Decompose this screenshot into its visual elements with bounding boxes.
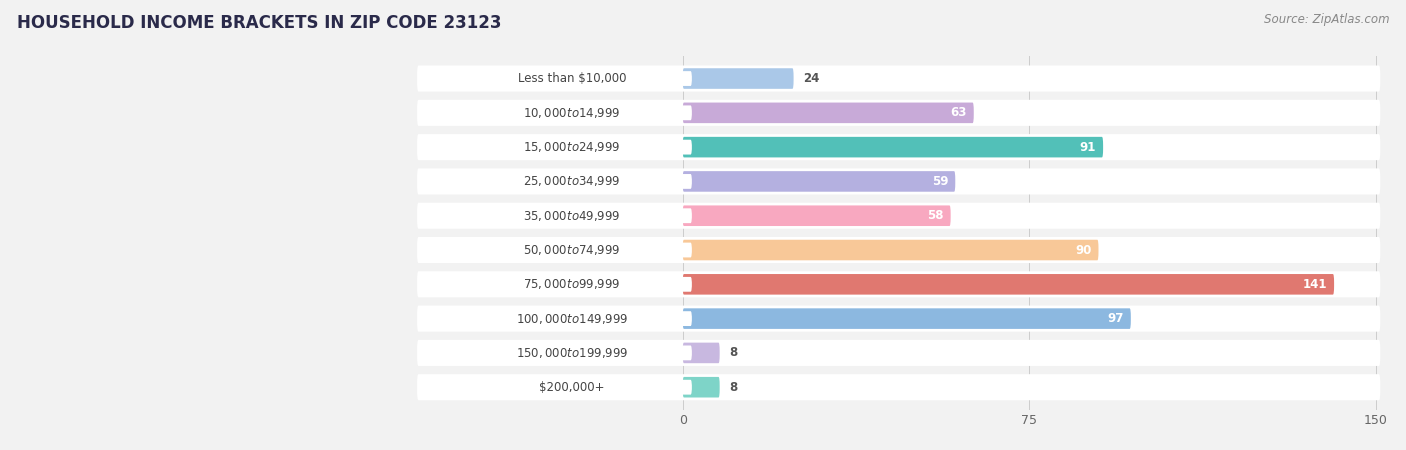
Text: $75,000 to $99,999: $75,000 to $99,999 <box>523 277 620 291</box>
FancyBboxPatch shape <box>451 277 692 292</box>
Text: Less than $10,000: Less than $10,000 <box>517 72 626 85</box>
FancyBboxPatch shape <box>451 71 692 86</box>
FancyBboxPatch shape <box>418 271 1381 297</box>
FancyBboxPatch shape <box>683 68 793 89</box>
Text: 8: 8 <box>728 381 737 394</box>
Text: 90: 90 <box>1076 243 1091 256</box>
Text: 58: 58 <box>927 209 943 222</box>
FancyBboxPatch shape <box>683 308 1130 329</box>
FancyBboxPatch shape <box>683 342 720 363</box>
Text: 63: 63 <box>950 106 967 119</box>
Text: $100,000 to $149,999: $100,000 to $149,999 <box>516 311 628 326</box>
FancyBboxPatch shape <box>683 377 720 397</box>
Text: 97: 97 <box>1108 312 1123 325</box>
FancyBboxPatch shape <box>451 243 692 257</box>
FancyBboxPatch shape <box>683 103 974 123</box>
Text: Source: ZipAtlas.com: Source: ZipAtlas.com <box>1264 14 1389 27</box>
FancyBboxPatch shape <box>683 206 950 226</box>
FancyBboxPatch shape <box>418 100 1381 126</box>
FancyBboxPatch shape <box>418 66 1381 92</box>
FancyBboxPatch shape <box>451 346 692 360</box>
Text: 141: 141 <box>1303 278 1327 291</box>
FancyBboxPatch shape <box>451 140 692 154</box>
FancyBboxPatch shape <box>683 137 1104 157</box>
FancyBboxPatch shape <box>451 105 692 120</box>
FancyBboxPatch shape <box>683 274 1334 295</box>
Text: HOUSEHOLD INCOME BRACKETS IN ZIP CODE 23123: HOUSEHOLD INCOME BRACKETS IN ZIP CODE 23… <box>17 14 502 32</box>
FancyBboxPatch shape <box>418 306 1381 332</box>
Text: 8: 8 <box>728 346 737 360</box>
Text: 24: 24 <box>803 72 820 85</box>
FancyBboxPatch shape <box>418 134 1381 160</box>
FancyBboxPatch shape <box>418 237 1381 263</box>
Text: $150,000 to $199,999: $150,000 to $199,999 <box>516 346 628 360</box>
Text: $200,000+: $200,000+ <box>538 381 605 394</box>
FancyBboxPatch shape <box>418 374 1381 400</box>
Text: 91: 91 <box>1080 141 1097 153</box>
FancyBboxPatch shape <box>418 202 1381 229</box>
FancyBboxPatch shape <box>451 174 692 189</box>
FancyBboxPatch shape <box>418 340 1381 366</box>
FancyBboxPatch shape <box>451 311 692 326</box>
FancyBboxPatch shape <box>683 240 1098 260</box>
Text: $35,000 to $49,999: $35,000 to $49,999 <box>523 209 620 223</box>
Text: $25,000 to $34,999: $25,000 to $34,999 <box>523 175 620 189</box>
FancyBboxPatch shape <box>418 168 1381 194</box>
FancyBboxPatch shape <box>451 208 692 223</box>
FancyBboxPatch shape <box>683 171 955 192</box>
Text: $50,000 to $74,999: $50,000 to $74,999 <box>523 243 620 257</box>
Text: $10,000 to $14,999: $10,000 to $14,999 <box>523 106 620 120</box>
Text: 59: 59 <box>932 175 948 188</box>
FancyBboxPatch shape <box>451 380 692 395</box>
Text: $15,000 to $24,999: $15,000 to $24,999 <box>523 140 620 154</box>
